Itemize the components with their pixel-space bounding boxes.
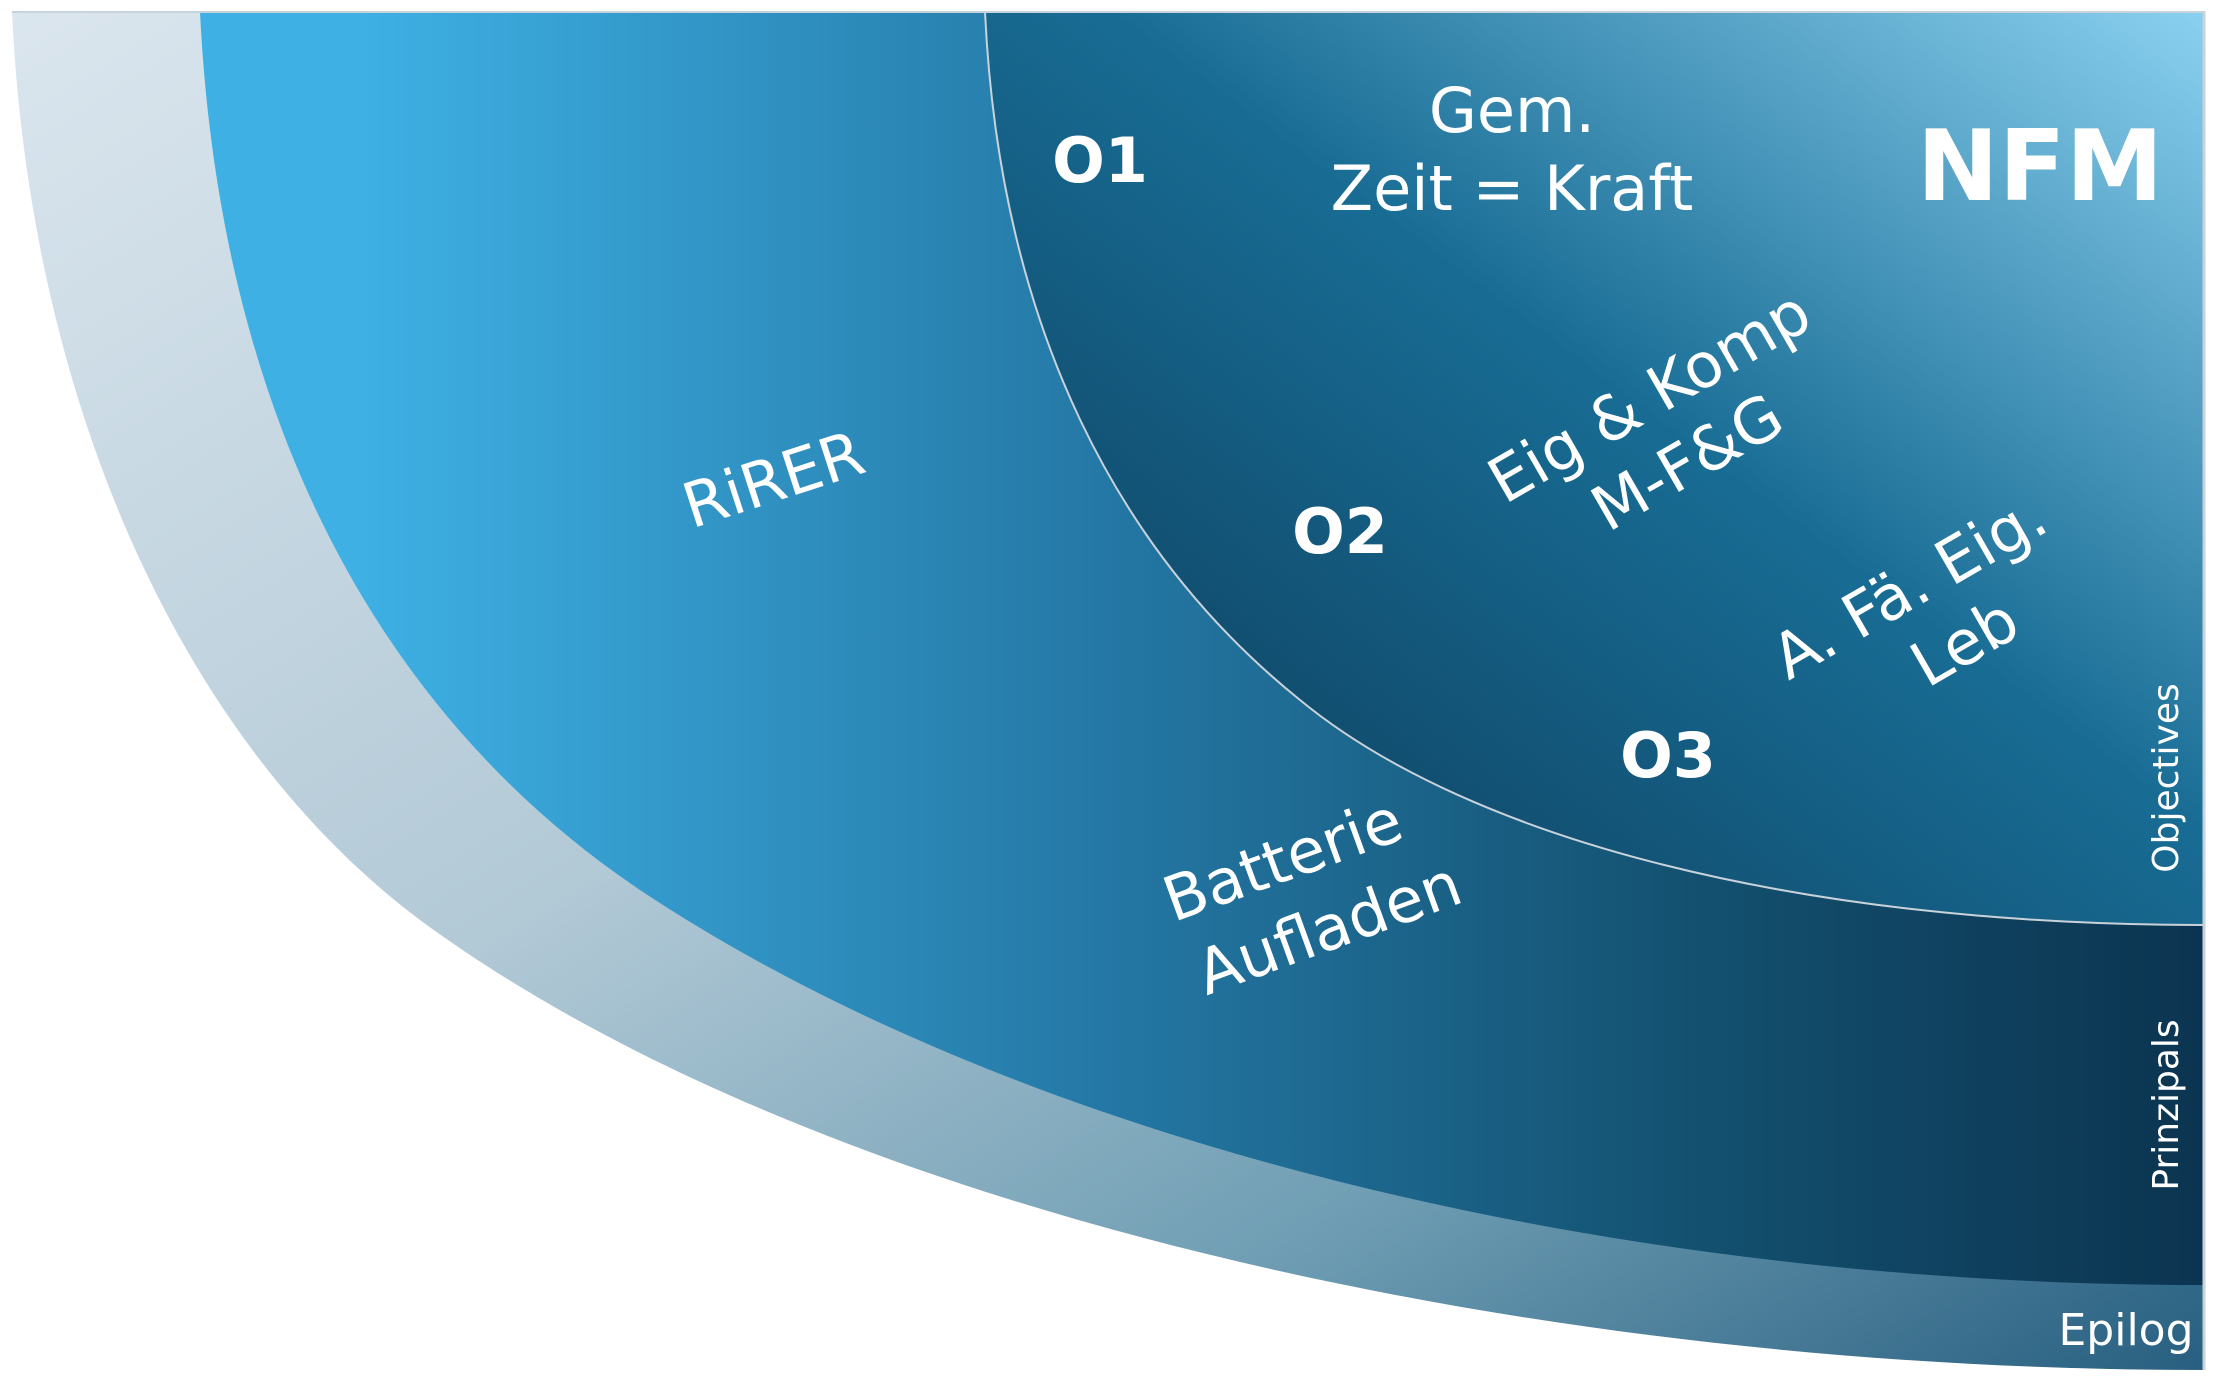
objective-1-line-1: Gem. <box>1429 74 1595 147</box>
prinzipals-layer-label: Prinzipals <box>2146 1019 2187 1190</box>
layer-label-objectives: Objectives <box>2146 683 2187 872</box>
objective-3-number: O3 <box>1620 719 1716 792</box>
objective-2-number: O2 <box>1292 495 1388 568</box>
objectives-layer-label: Objectives <box>2146 683 2187 872</box>
objectives-band <box>983 11 2205 927</box>
objective-1-number: O1 <box>1052 124 1148 197</box>
layer-label-prinzipals: Prinzipals <box>2146 1019 2187 1190</box>
objective-1-line-2: Zeit = Kraft <box>1331 152 1694 225</box>
epilog-layer-label: Epilog <box>2058 1305 2193 1356</box>
brand-title: NFM <box>1917 110 2163 224</box>
